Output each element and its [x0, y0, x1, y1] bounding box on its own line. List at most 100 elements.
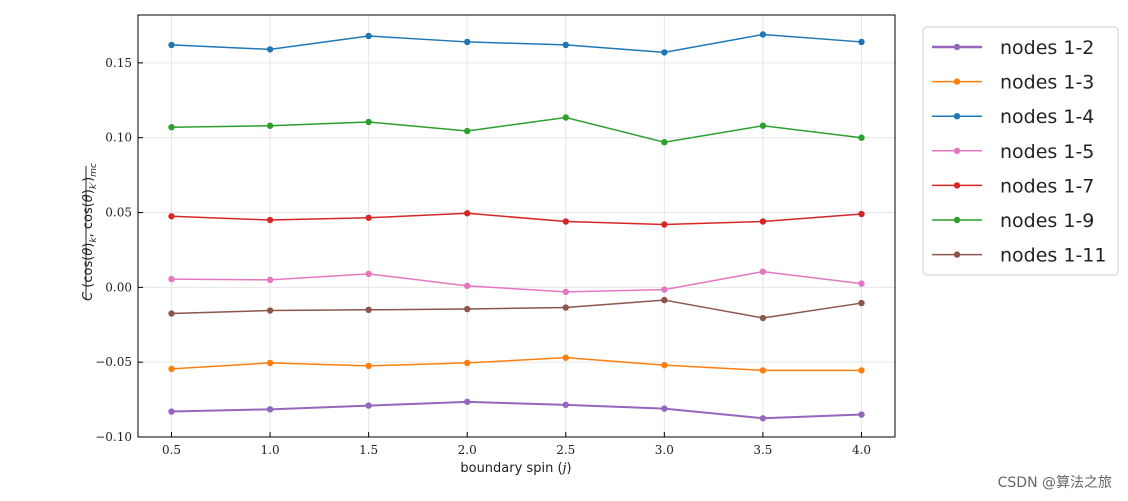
data-point	[562, 288, 569, 296]
series-line	[171, 400, 862, 420]
data-point	[266, 307, 274, 314]
data-point	[661, 296, 668, 304]
data-point	[168, 41, 175, 49]
x-tick-label: 1.0	[261, 443, 280, 457]
legend-swatch-marker	[953, 147, 961, 154]
series-nodes-1-5	[168, 268, 865, 296]
plot-frame	[137, 14, 896, 438]
data-point	[266, 359, 274, 367]
data-point	[562, 354, 569, 361]
y-tick-label: 0.10	[105, 131, 132, 145]
legend-entry: nodes 1-11	[932, 245, 1106, 267]
legend-label: nodes 1-7	[1000, 175, 1094, 197]
data-point	[759, 218, 767, 225]
y-tick-label: −0.05	[95, 355, 132, 369]
legend-swatch-marker	[953, 78, 961, 85]
legend: nodes 1-2 nodes 1-3 nodes 1-4 nodes 1-5 node…	[922, 26, 1119, 276]
legend-entry: nodes 1-4	[932, 106, 1094, 128]
data-point	[858, 38, 865, 46]
data-point	[562, 401, 569, 409]
legend-swatch-marker	[953, 113, 961, 120]
series-line	[171, 356, 862, 372]
data-point	[365, 306, 372, 314]
x-tick-label: 3.0	[655, 443, 674, 457]
data-point	[365, 362, 372, 370]
legend-label: nodes 1-4	[1000, 106, 1094, 128]
watermark: CSDN @算法之旅	[998, 475, 1112, 491]
data-point	[858, 210, 865, 218]
data-point	[759, 415, 767, 422]
series-line	[171, 270, 862, 293]
legend-label: nodes 1-3	[1000, 72, 1094, 94]
data-point	[168, 408, 175, 415]
data-point	[365, 214, 372, 221]
legend-swatch-marker	[953, 216, 961, 224]
legend-swatch-marker	[953, 43, 961, 51]
data-point	[661, 138, 668, 146]
data-point	[464, 398, 471, 406]
x-tick-label: 4.0	[852, 443, 871, 457]
legend-frame	[922, 26, 1119, 276]
data-point	[464, 282, 471, 290]
legend-entry: nodes 1-3	[932, 72, 1094, 94]
y-axis-label: C (cos(θ)k, cos(θ)k′)mc	[81, 163, 99, 301]
data-point	[266, 276, 274, 284]
series-nodes-1-9	[168, 114, 865, 146]
x-tick-label: 3.5	[753, 443, 772, 457]
data-point	[562, 218, 569, 225]
tick-layer: 0.5 1.0 1.5 2.0 2.5 3.0 3.5 4.0 −0.10 −0.05 0.00 0.…	[95, 56, 871, 457]
legend-label: nodes 1-5	[1000, 141, 1094, 163]
series-nodes-1-3	[168, 354, 865, 374]
legend-label: nodes 1-11	[1000, 245, 1106, 267]
data-point	[266, 406, 274, 413]
data-point	[661, 49, 668, 56]
data-point	[464, 305, 471, 313]
series-nodes-1-11	[168, 296, 865, 322]
y-tick-label: 0.05	[105, 206, 132, 220]
data-point	[464, 38, 471, 46]
x-tick-label: 1.5	[359, 443, 378, 457]
data-point	[168, 213, 175, 220]
data-point	[759, 268, 767, 275]
data-point	[266, 122, 274, 129]
data-point	[759, 314, 767, 322]
data-point	[661, 405, 668, 412]
data-point	[562, 41, 569, 49]
legend-entry: nodes 1-5	[932, 141, 1094, 163]
legend-entry: nodes 1-9	[932, 210, 1094, 232]
data-point	[365, 32, 372, 40]
legend-entry: nodes 1-2	[932, 37, 1094, 59]
legend-label: nodes 1-2	[1000, 37, 1094, 59]
x-axis-label: boundary spin (j)	[460, 461, 571, 476]
series-line	[171, 212, 862, 226]
legend-entry: nodes 1-7	[932, 175, 1094, 197]
y-tick-label: −0.10	[95, 430, 132, 444]
data-point	[168, 124, 175, 131]
series-line	[171, 33, 862, 54]
data-point	[759, 31, 767, 38]
data-point	[759, 122, 767, 129]
data-point	[858, 367, 865, 374]
data-point	[661, 286, 668, 293]
data-point	[266, 216, 274, 224]
grid-layer	[138, 15, 895, 438]
y-tick-label: 0.15	[105, 56, 132, 70]
data-point	[464, 210, 471, 217]
data-point	[858, 411, 865, 418]
data-point	[266, 46, 274, 53]
data-point	[759, 367, 767, 374]
data-point	[562, 304, 569, 311]
data-point	[562, 114, 569, 121]
x-tick-label: 2.5	[556, 443, 575, 457]
series-line	[171, 299, 862, 319]
x-tick-label: 0.5	[162, 443, 181, 457]
series-layer	[168, 31, 865, 422]
data-point	[464, 359, 471, 367]
data-point	[464, 127, 471, 135]
series-nodes-1-7	[168, 210, 865, 228]
series-nodes-1-4	[168, 31, 865, 56]
data-point	[365, 118, 372, 126]
data-point	[168, 365, 175, 373]
x-tick-label: 2.0	[458, 443, 477, 457]
